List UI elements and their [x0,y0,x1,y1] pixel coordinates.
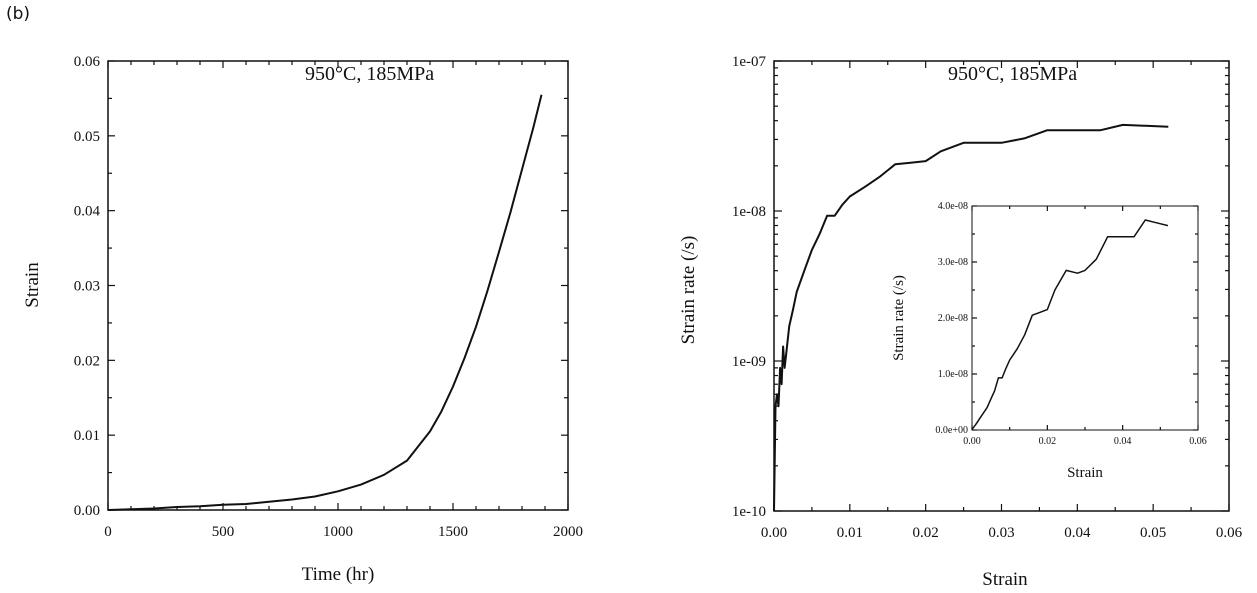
left-x-tick-label: 0 [104,524,112,540]
left-x-tick-label: 500 [212,524,235,540]
right-annotation: 950°C, 185MPa [948,63,1077,85]
left-chart: 0 500 1000 1500 2000 0.00 0.01 0.02 0.03 0.04 0.05… [22,54,583,585]
right-y-tick-label: 1e-07 [732,54,767,70]
right-y-tick-label: 1e-08 [732,204,766,220]
left-y-tick-label: 0.05 [74,129,100,145]
right-y-tick-label: 1e-09 [732,354,766,370]
inset-chart: 0.00 0.02 0.04 0.06 0.0e+00 1.0e-08 2.0e-08 3.0… [891,201,1207,481]
left-y-tick-label: 0.03 [74,279,100,295]
left-tick-labels: 0 500 1000 1500 2000 0.00 0.01 0.02 0.03 0.04 0.05… [74,54,583,540]
inset-y-tick-label: 2.0e-08 [938,313,968,324]
right-x-tick-label: 0.06 [1216,525,1243,541]
inset-strain-rate-curve [971,219,1169,430]
left-y-tick-label: 0.04 [74,204,101,220]
inset-x-tick-label: 0.06 [1189,436,1207,447]
right-y-axis-title: Strain rate (/s) [678,236,699,345]
left-strain-curve [107,94,543,511]
inset-y-tick-label: 0.0e+00 [935,425,968,436]
inset-x-tick-label: 0.00 [963,436,981,447]
inset-x-tick-label: 0.04 [1114,436,1132,447]
right-x-tick-label: 0.00 [761,525,787,541]
inset-tick-labels: 0.00 0.02 0.04 0.06 0.0e+00 1.0e-08 2.0e-08 3.0… [935,201,1206,447]
inset-series [971,219,1169,430]
right-x-axis-title: Strain [982,569,1028,590]
right-strain-rate-curve [773,123,1169,512]
right-x-tick-label: 0.01 [837,525,863,541]
right-x-tick-label: 0.05 [1140,525,1166,541]
left-annotation: 950°C, 185MPa [305,63,434,85]
inset-background [972,206,1198,430]
left-y-tick-label: 0.06 [74,54,101,70]
right-tick-labels: 0.00 0.01 0.02 0.03 0.04 0.05 0.06 1e-10 1e-09 1e… [732,54,1243,541]
inset-y-axis-title: Strain rate (/s) [891,275,907,361]
right-y-tick-label: 1e-10 [732,504,766,520]
left-y-axis-title: Strain [22,262,43,308]
right-ticks [773,60,1230,512]
left-x-axis-title: Time (hr) [302,564,375,585]
inset-x-axis-title: Strain [1067,465,1103,481]
left-x-tick-label: 2000 [553,524,583,540]
inset-y-tick-label: 3.0e-08 [938,257,968,268]
left-plot-frame [107,60,569,511]
left-series [107,94,543,511]
inset-y-tick-label: 1.0e-08 [938,369,968,380]
inset-y-tick-label: 4.0e-08 [938,201,968,212]
inset-ticks [971,205,1199,431]
left-x-tick-label: 1500 [438,524,468,540]
left-y-tick-label: 0.00 [74,503,100,519]
right-x-tick-label: 0.04 [1064,525,1091,541]
left-x-tick-label: 1000 [323,524,353,540]
right-series [773,123,1169,512]
inset-x-tick-label: 0.02 [1039,436,1057,447]
left-y-tick-label: 0.01 [74,428,100,444]
left-ticks [107,60,569,511]
right-x-tick-label: 0.02 [913,525,939,541]
right-chart: 0.00 0.01 0.02 0.03 0.04 0.05 0.06 1e-10 1e-09 1e… [678,54,1243,590]
right-x-tick-label: 0.03 [988,525,1014,541]
left-y-tick-label: 0.02 [74,353,100,369]
panel-label: (b) [6,4,30,24]
